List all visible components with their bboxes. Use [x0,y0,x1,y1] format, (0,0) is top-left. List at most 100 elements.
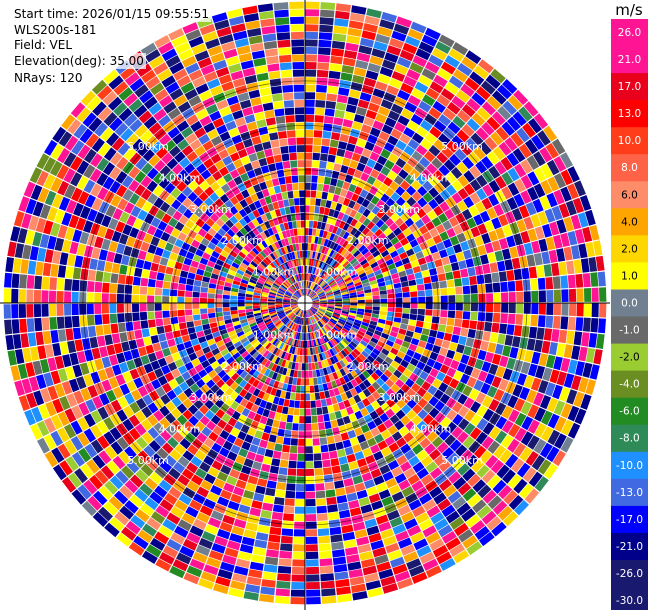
range-gate [293,529,305,537]
range-gate [298,182,305,190]
range-gate [271,458,281,467]
range-gate [239,99,252,110]
range-gate [33,390,45,406]
range-gate [147,278,156,288]
range-gate [110,399,122,413]
range-gate [257,321,265,327]
range-gate [315,92,327,101]
range-gate [41,317,50,331]
range-gate [267,362,275,370]
range-gate [445,184,457,196]
range-gate [243,162,254,172]
range-gate [327,192,334,201]
range-gate [226,95,239,106]
range-gate [20,259,29,274]
range-gate [308,355,312,363]
range-gate [367,211,376,221]
range-gate [106,251,116,263]
range-gate [216,177,227,187]
range-gate [436,551,452,565]
range-gate [380,148,391,159]
range-gate [181,512,196,525]
range-gate [366,344,375,352]
range-gate [324,274,330,281]
range-gate [340,392,348,401]
range-gate [402,42,418,55]
range-gate [390,404,401,414]
range-gate [283,318,289,324]
range-gate [226,540,241,551]
range-gate [335,353,342,362]
range-gate [229,169,240,179]
range-gate [253,270,261,277]
range-gate [235,243,244,251]
range-gate [298,273,302,281]
range-gate [541,340,551,354]
range-gate [169,345,179,355]
range-gate [350,351,358,359]
range-gate [357,308,365,313]
range-gate [252,209,261,218]
range-gate [428,107,442,120]
range-gate [321,327,327,335]
range-gate [328,185,336,194]
range-gate [260,165,270,174]
range-gate [228,269,236,276]
range-gate [571,345,581,360]
range-gate [366,202,376,212]
range-gate [456,161,469,175]
range-gate [306,281,309,289]
range-gate [269,253,276,261]
range-gate [256,234,264,242]
range-gate [260,338,268,346]
range-gate [343,366,350,375]
range-gate [227,179,237,189]
range-gate [315,198,321,206]
range-gate [10,365,21,381]
range-gate [487,440,500,454]
range-gate [353,67,367,77]
range-gate [250,276,258,282]
range-gate [281,359,287,368]
range-gate [132,312,140,322]
range-gate [280,452,290,461]
range-gate [402,292,410,298]
range-gate [319,565,334,574]
range-gate [430,274,439,283]
range-gate [358,131,369,141]
range-gate [203,328,212,336]
range-gate [429,467,443,480]
range-gate [258,277,266,283]
range-gate [165,194,176,206]
range-gate [296,282,300,290]
range-gate [159,499,174,512]
range-gate [324,421,332,430]
range-gate [401,191,411,202]
range-gate [54,237,65,252]
range-gate [126,380,137,392]
range-gate [158,479,172,492]
range-gate [368,324,377,330]
range-gate [203,455,215,466]
range-gate [217,356,226,365]
range-gate [338,282,346,288]
range-gate [96,260,106,272]
range-gate [493,389,505,402]
range-gate [439,558,456,571]
range-gate [520,190,532,204]
range-gate [280,264,286,272]
range-gate [416,126,429,138]
range-gate [404,174,416,185]
range-gate [296,316,300,324]
range-gate [350,218,358,227]
range-gate [133,535,149,550]
range-gate [274,596,290,604]
range-gate [275,436,284,445]
range-gate [135,258,145,269]
range-gate [349,12,365,23]
range-gate [215,453,227,464]
range-gate [341,213,349,223]
range-gate [250,404,259,413]
range-gate [204,524,219,535]
